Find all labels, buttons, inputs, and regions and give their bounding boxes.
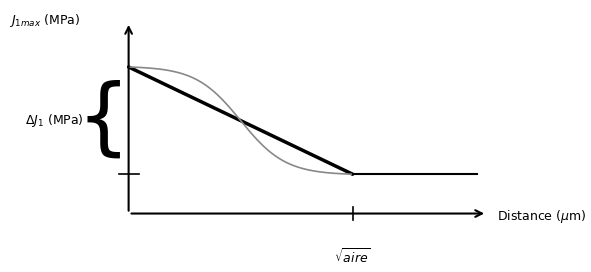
Text: Distance ($\mu$m): Distance ($\mu$m) (497, 208, 586, 225)
Text: $\Delta J_1$ (MPa): $\Delta J_1$ (MPa) (25, 112, 83, 129)
Text: $J_{1max}$ (MPa): $J_{1max}$ (MPa) (9, 12, 80, 29)
Text: {: { (77, 80, 131, 161)
Text: $\sqrt{aire}$: $\sqrt{aire}$ (335, 247, 371, 265)
